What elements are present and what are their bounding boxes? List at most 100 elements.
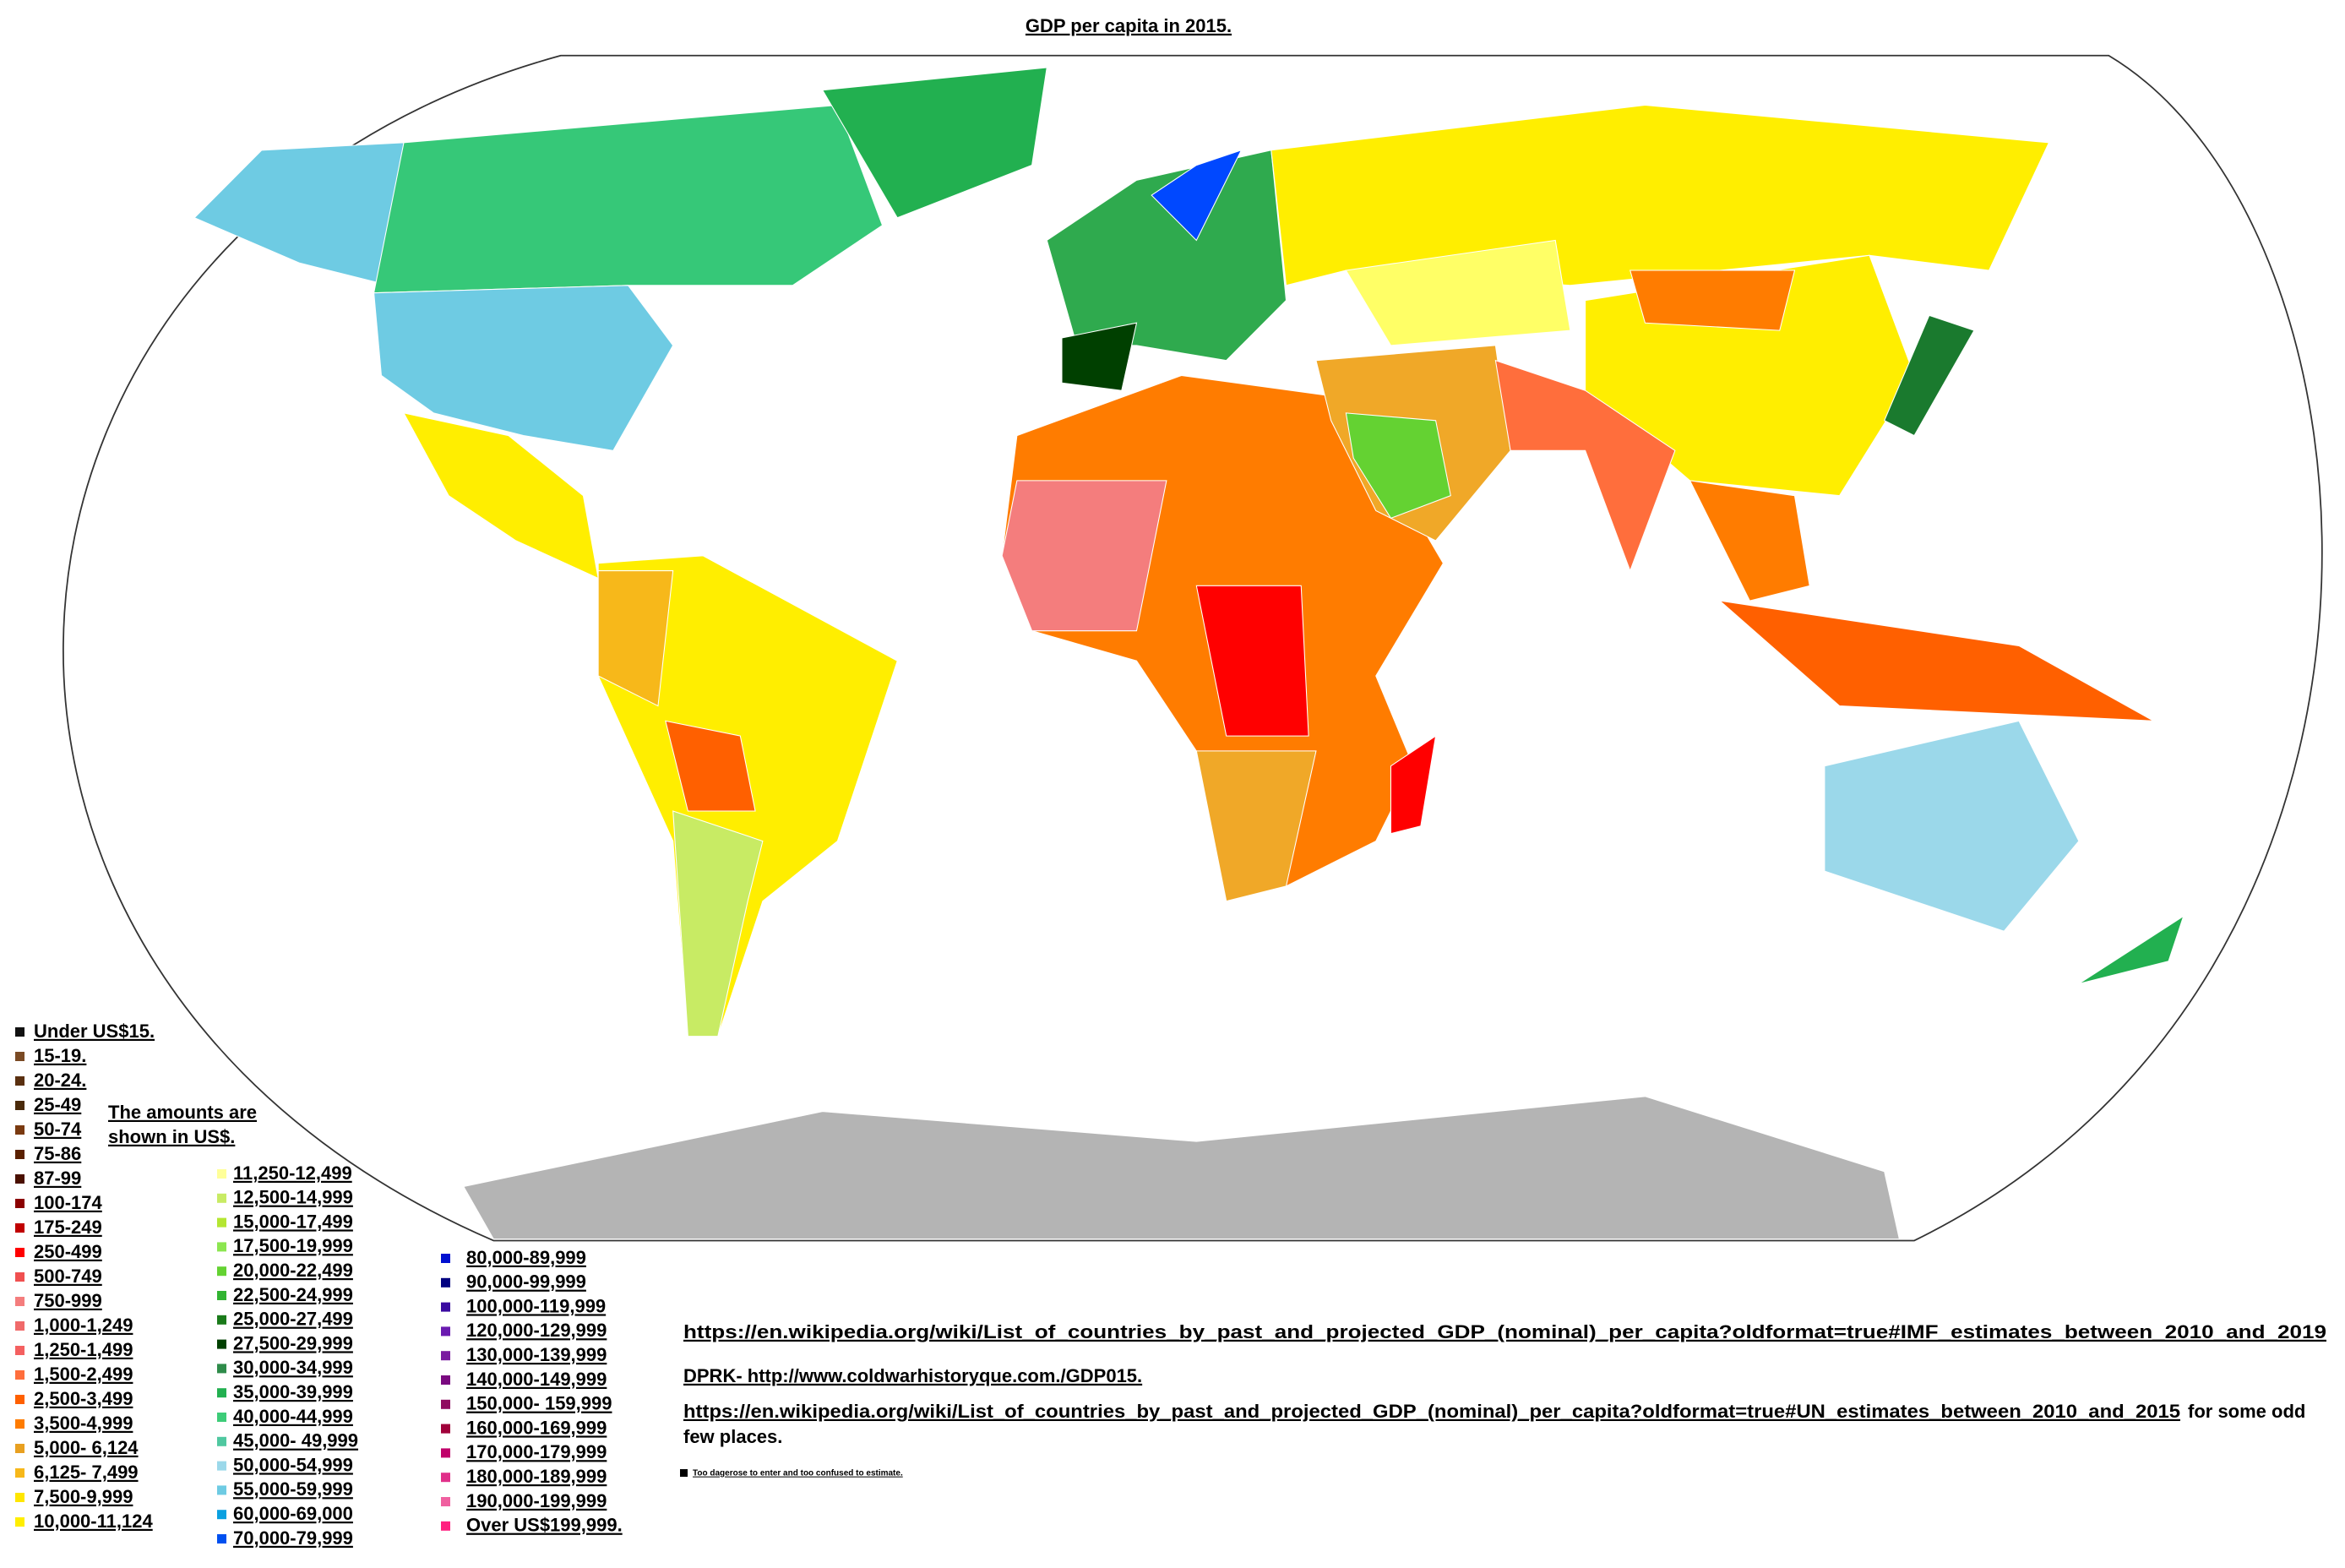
unrated-swatch: [680, 1469, 688, 1477]
legend-swatch: [217, 1388, 226, 1398]
legend-swatch: [15, 1027, 24, 1037]
legend-label: 20-24.: [34, 1070, 86, 1091]
legend-label: 2,500-3,499: [34, 1388, 133, 1409]
legend-label: 27,500-29,999: [233, 1332, 353, 1353]
legend-swatch: [15, 1493, 24, 1502]
legend-label: 30,000-34,999: [233, 1357, 353, 1378]
legend-swatch: [441, 1424, 450, 1434]
legend-swatch: [217, 1169, 226, 1179]
legend-swatch: [441, 1351, 450, 1361]
legend-swatch: [15, 1125, 24, 1135]
legend-label: 160,000-169,999: [466, 1417, 607, 1438]
new-zealand: [2078, 915, 2184, 984]
legend-label: 12,500-14,999: [233, 1187, 353, 1208]
legend-swatch: [15, 1419, 24, 1429]
legend-swatch: [15, 1444, 24, 1453]
legend-swatch: [217, 1339, 226, 1349]
indonesia: [1718, 600, 2154, 721]
kazakhstan: [1345, 239, 1571, 346]
legend-label: 3,500-4,999: [34, 1413, 133, 1434]
legend-label: 10,000-11,124: [34, 1511, 153, 1532]
madagascar: [1390, 734, 1437, 835]
source-link: DPRK- http://www.coldwarhistoryque.com./…: [683, 1365, 1142, 1386]
legend-label: Under US$15.: [34, 1021, 155, 1042]
legend-swatch: [15, 1076, 24, 1086]
legend-swatch: [441, 1399, 450, 1409]
world-map: [63, 54, 2323, 1242]
legend-swatch: [15, 1272, 24, 1282]
australia: [1824, 720, 2080, 932]
legend-label: 175-249: [34, 1217, 102, 1238]
iberia: [1061, 322, 1138, 391]
legend-label: 87-99: [34, 1168, 81, 1189]
legend-label: Over US$199,999.: [466, 1515, 623, 1536]
legend-swatch: [217, 1461, 226, 1471]
legend-swatch: [15, 1052, 24, 1061]
andes: [597, 570, 674, 707]
legend-swatch: [15, 1346, 24, 1355]
legend-label: 100-174: [34, 1192, 103, 1213]
legend-label: 80,000-89,999: [466, 1247, 586, 1268]
source-note: for some odd: [2188, 1401, 2305, 1422]
legend-label: 25,000-27,499: [233, 1309, 353, 1330]
legend-note: The amounts are: [108, 1102, 257, 1123]
legend-label: 20,000-22,499: [233, 1260, 353, 1281]
legend-label: 1,250-1,499: [34, 1339, 133, 1360]
legend-note: shown in US$.: [108, 1126, 235, 1147]
legend-label: 130,000-139,999: [466, 1344, 607, 1365]
legend-swatch: [441, 1375, 450, 1385]
legend-swatch: [217, 1364, 226, 1374]
legend-label: 70,000-79,999: [233, 1527, 353, 1549]
legend-swatch: [217, 1193, 226, 1203]
legend-swatch: [15, 1174, 24, 1184]
legend-swatch: [15, 1395, 24, 1404]
unrated-label: Too dagerose to enter and too confused t…: [693, 1469, 903, 1478]
legend-swatch: [15, 1370, 24, 1380]
legend-swatch: [15, 1150, 24, 1159]
bolivia: [665, 720, 756, 812]
legend-label: 150,000- 159,999: [466, 1393, 612, 1414]
legend-swatch: [217, 1217, 226, 1228]
legend-swatch: [217, 1436, 226, 1446]
legend-label: 15,000-17,499: [233, 1211, 353, 1232]
legend-label: 25-49: [34, 1094, 81, 1115]
legend-swatch: [441, 1448, 450, 1458]
legend-swatch: [217, 1485, 226, 1495]
legend-label: 50-74: [34, 1119, 82, 1140]
legend-label: 90,000-99,999: [466, 1271, 586, 1293]
legend-swatch: [441, 1277, 450, 1288]
legend-label: 170,000-179,999: [466, 1441, 607, 1462]
legend-swatch: [217, 1534, 226, 1544]
legend-label: 45,000- 49,999: [233, 1430, 358, 1451]
legend-swatch: [441, 1497, 450, 1506]
antarctica: [463, 1096, 1901, 1240]
legend-label: 50,000-54,999: [233, 1454, 353, 1475]
legend-swatch: [15, 1468, 24, 1478]
legend-swatch: [217, 1413, 226, 1422]
south-asia: [1494, 359, 1676, 573]
legend-label: 120,000-129,999: [466, 1320, 607, 1341]
legend-swatch: [441, 1326, 450, 1337]
legend-swatch: [15, 1223, 24, 1233]
source-link: https://en.wikipedia.org/wiki/List_of_co…: [683, 1321, 2326, 1342]
legend-label: 500-749: [34, 1266, 102, 1287]
legend-swatch: [441, 1302, 450, 1312]
legend-label: 7,500-9,999: [34, 1486, 133, 1507]
legend-label: 750-999: [34, 1290, 102, 1311]
southern-africa: [1195, 750, 1317, 902]
legend-swatch: [441, 1473, 450, 1483]
legend-label: 6,125- 7,499: [34, 1462, 139, 1483]
legend-label: 35,000-39,999: [233, 1381, 353, 1402]
legend: Under US$15. 15-19. 20-24. 25-49 50-74 75-86 8…: [15, 1021, 623, 1549]
legend-swatch: [217, 1510, 226, 1520]
legend-label: 22,500-24,999: [233, 1284, 353, 1305]
legend-swatch: [15, 1517, 24, 1527]
legend-swatch: [15, 1297, 24, 1306]
greenland: [821, 67, 1047, 219]
legend-label: 1,500-2,499: [34, 1364, 133, 1385]
legend-label: 75-86: [34, 1143, 81, 1164]
legend-swatch: [15, 1321, 24, 1331]
legend-label: 55,000-59,999: [233, 1478, 353, 1500]
legend-swatch: [441, 1254, 450, 1263]
